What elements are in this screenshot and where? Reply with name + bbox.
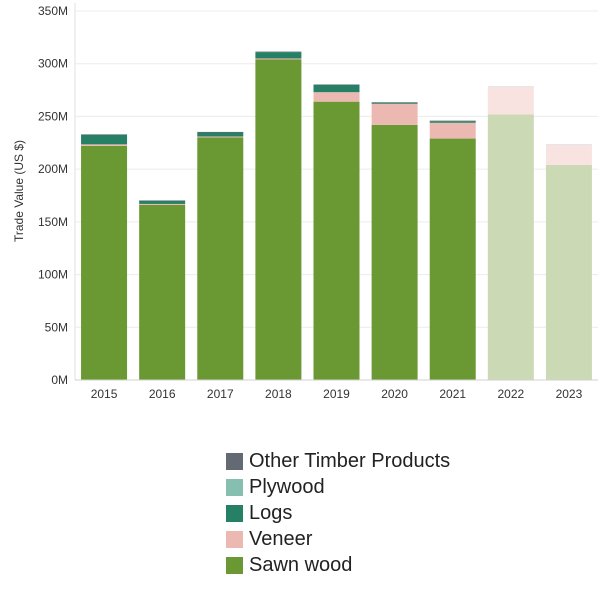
bar-segment-veneer-2017 — [197, 136, 244, 138]
legend-swatch — [226, 530, 243, 548]
bar-segment-logs-2019 — [313, 84, 360, 93]
x-tick-label: 2021 — [439, 387, 466, 401]
bar-segment-sawn-wood-2015 — [81, 145, 128, 380]
bar-segment-veneer-2018 — [255, 58, 302, 60]
legend-item: Veneer — [226, 526, 450, 552]
bar-segment-other-timber-products-2021 — [429, 120, 476, 122]
legend: Other Timber Products Plywood Logs Veneer Sa… — [226, 448, 450, 578]
bar-segment-veneer-2019 — [313, 92, 360, 102]
legend-label: Other Timber Products — [249, 450, 451, 472]
legend-swatch — [226, 556, 243, 574]
y-tick-label: 250M — [38, 109, 68, 123]
x-tick-label: 2023 — [556, 387, 583, 401]
bar-segment-other-timber-products-2016 — [139, 200, 186, 202]
bar-segment-sawn-wood-2017 — [197, 137, 244, 380]
x-tick-label: 2022 — [497, 387, 524, 401]
y-axis-ticks: 0M 50M 100M 150M 200M 250M 300M 350M — [38, 4, 68, 387]
bar-segment-logs-2016 — [139, 200, 186, 204]
y-tick-label: 200M — [38, 162, 68, 176]
legend-item: Sawn wood — [226, 552, 450, 578]
bar-segment-sawn-wood-2018 — [255, 59, 302, 381]
y-tick-label: 100M — [38, 268, 68, 282]
legend-item: Logs — [226, 500, 450, 526]
bars — [81, 51, 592, 381]
y-tick-label: 50M — [45, 320, 68, 334]
bar-segment-sawn-wood-2019 — [313, 101, 360, 380]
bar-segment-logs-2021 — [429, 121, 476, 123]
bar-segment-sawn-wood-2022 — [487, 114, 534, 380]
bar-segment-veneer-2021 — [429, 122, 476, 139]
bar-segment-logs-2020 — [371, 102, 418, 104]
x-tick-label: 2018 — [265, 387, 292, 401]
legend-item: Plywood — [226, 474, 450, 500]
bar-segment-logs-2015 — [81, 134, 128, 145]
y-tick-label: 0M — [51, 373, 68, 387]
y-tick-label: 350M — [38, 4, 68, 18]
bar-segment-sawn-wood-2016 — [139, 204, 186, 380]
legend-label: Logs — [249, 502, 293, 524]
legend-swatch — [226, 478, 243, 496]
x-tick-label: 2015 — [91, 387, 118, 401]
x-tick-label: 2020 — [381, 387, 408, 401]
bar-segment-veneer-2023 — [545, 144, 592, 165]
y-axis-title: Trade Value (US $) — [12, 140, 26, 242]
legend-label: Plywood — [249, 476, 325, 498]
bar-segment-sawn-wood-2021 — [429, 138, 476, 380]
bar-segment-veneer-2022 — [487, 86, 534, 115]
legend-swatch — [226, 504, 243, 522]
bar-segment-other-timber-products-2022 — [487, 86, 534, 87]
bar-segment-sawn-wood-2023 — [545, 164, 592, 380]
bar-segment-veneer-2015 — [81, 144, 128, 146]
bar-segment-veneer-2020 — [371, 103, 418, 125]
x-tick-label: 2019 — [323, 387, 350, 401]
bar-segment-veneer-2016 — [139, 203, 186, 205]
bar-segment-other-timber-products-2020 — [371, 102, 418, 103]
bar-segment-other-timber-products-2019 — [313, 84, 360, 86]
bar-segment-other-timber-products-2023 — [545, 144, 592, 145]
y-tick-label: 300M — [38, 57, 68, 71]
bar-segment-other-timber-products-2015 — [81, 134, 128, 135]
bar-segment-logs-2018 — [255, 52, 302, 59]
legend-label: Sawn wood — [249, 554, 353, 576]
x-tick-label: 2017 — [207, 387, 234, 401]
y-tick-label: 150M — [38, 215, 68, 229]
legend-swatch — [226, 452, 243, 470]
bar-segment-other-timber-products-2017 — [197, 131, 244, 133]
x-tick-label: 2016 — [149, 387, 176, 401]
bar-segment-logs-2017 — [197, 132, 244, 137]
bar-segment-sawn-wood-2020 — [371, 124, 418, 380]
legend-label: Veneer — [249, 528, 313, 550]
bar-segment-other-timber-products-2018 — [255, 51, 302, 53]
legend-item: Other Timber Products — [226, 448, 450, 474]
x-axis-ticks: 2015 2016 2017 2018 2019 2020 2021 2022 2023 — [91, 387, 583, 401]
